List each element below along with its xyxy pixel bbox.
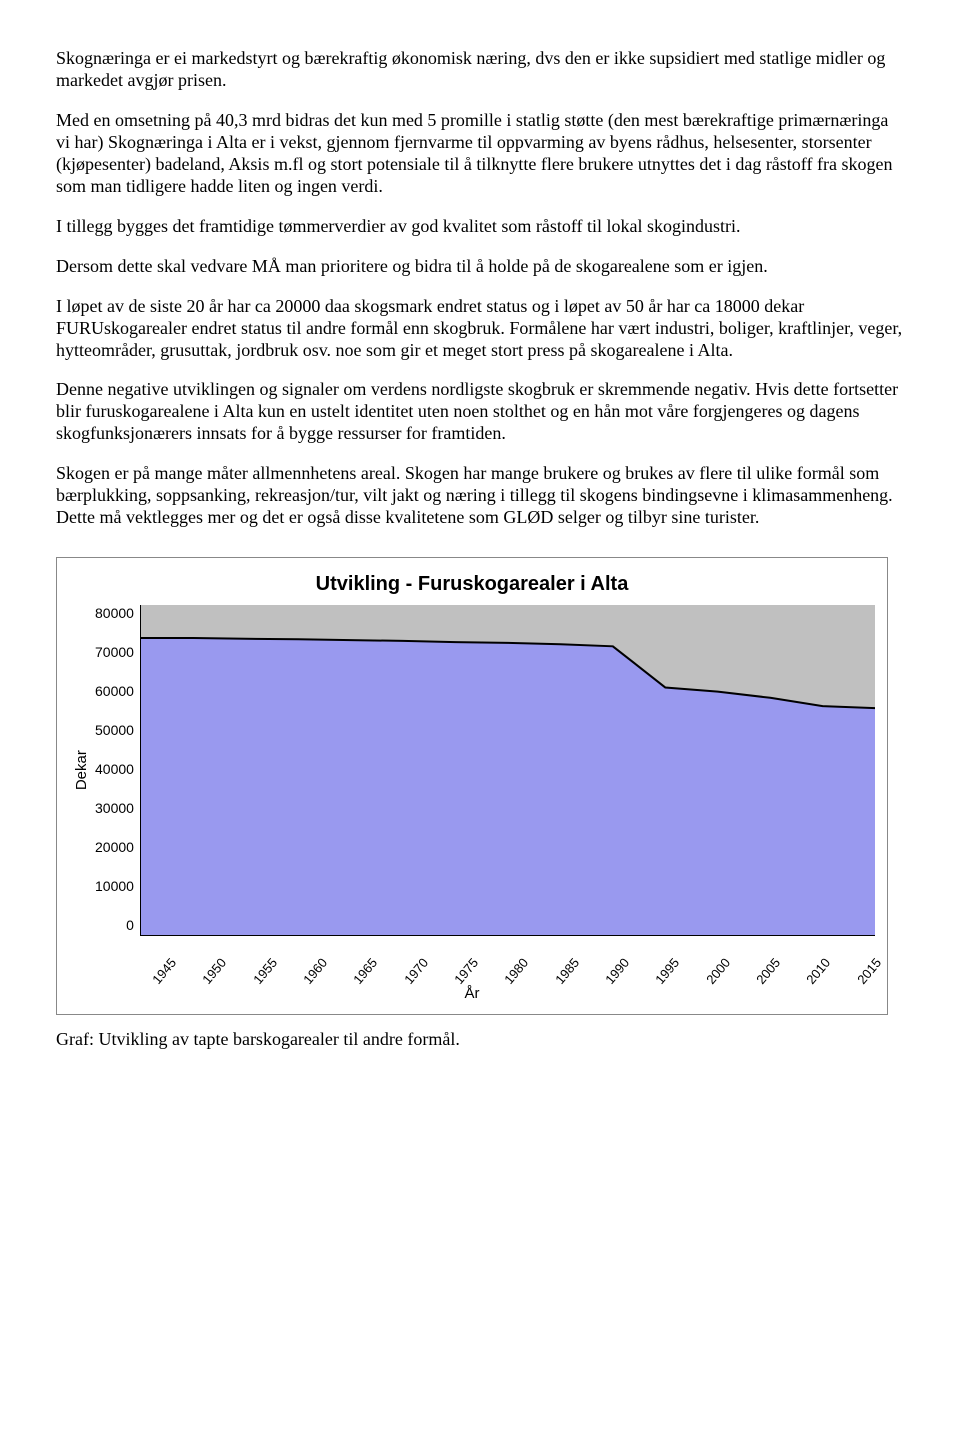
x-axis-spacer [69,940,146,956]
y-tick: 60000 [95,683,134,700]
x-tick: 1970 [401,962,426,988]
y-axis-ticks: 80000 70000 60000 50000 40000 30000 20000 10000… [95,605,140,935]
y-tick: 10000 [95,878,134,895]
x-tick: 1985 [552,962,577,988]
y-axis-label: Dekar [73,750,91,790]
area-fill [141,638,875,935]
paragraph-1: Skognæringa er ei markedstyrt og bærekra… [56,48,904,92]
y-tick: 0 [126,917,134,934]
paragraph-3: I tillegg bygges det framtidige tømmerve… [56,216,904,238]
y-tick: 80000 [95,605,134,622]
x-tick: 2005 [753,962,778,988]
y-axis-label-wrap: Dekar [69,605,95,936]
x-tick: 1975 [451,962,476,988]
paragraph-6: Denne negative utviklingen og signaler o… [56,379,904,445]
x-tick: 1945 [149,962,174,988]
y-tick: 40000 [95,761,134,778]
x-tick: 2015 [854,962,879,988]
chart-title: Utvikling - Furuskogarealer i Alta [69,572,875,596]
x-tick: 1955 [250,962,275,988]
x-axis-row: 1945195019551960196519701975198019851990… [69,940,875,956]
x-tick: 1960 [300,962,325,988]
paragraph-5: I løpet av de siste 20 år har ca 20000 d… [56,296,904,362]
chart-frame: Utvikling - Furuskogarealer i Alta Dekar… [56,557,888,1015]
y-tick: 70000 [95,644,134,661]
x-tick: 2000 [703,962,728,988]
x-tick: 1950 [199,962,224,988]
x-tick: 2010 [804,962,829,988]
paragraph-7: Skogen er på mange måter allmennhetens a… [56,463,904,529]
y-tick: 20000 [95,839,134,856]
chart-caption: Graf: Utvikling av tapte barskogarealer … [56,1029,904,1051]
chart-body: Dekar 80000 70000 60000 50000 40000 30000 2000… [69,605,875,936]
x-axis-label: År [69,985,875,1003]
x-axis-ticks: 1945195019551960196519701975198019851990… [146,940,875,956]
paragraph-4: Dersom dette skal vedvare MÅ man priorit… [56,256,904,278]
x-tick: 1965 [351,962,376,988]
paragraph-2: Med en omsetning på 40,3 mrd bidras det … [56,110,904,198]
x-tick: 1990 [602,962,627,988]
x-tick: 1980 [502,962,527,988]
area-chart-svg [141,605,875,935]
chart-plot-area [140,605,875,936]
y-tick: 50000 [95,722,134,739]
x-tick: 1995 [653,962,678,988]
y-tick: 30000 [95,800,134,817]
